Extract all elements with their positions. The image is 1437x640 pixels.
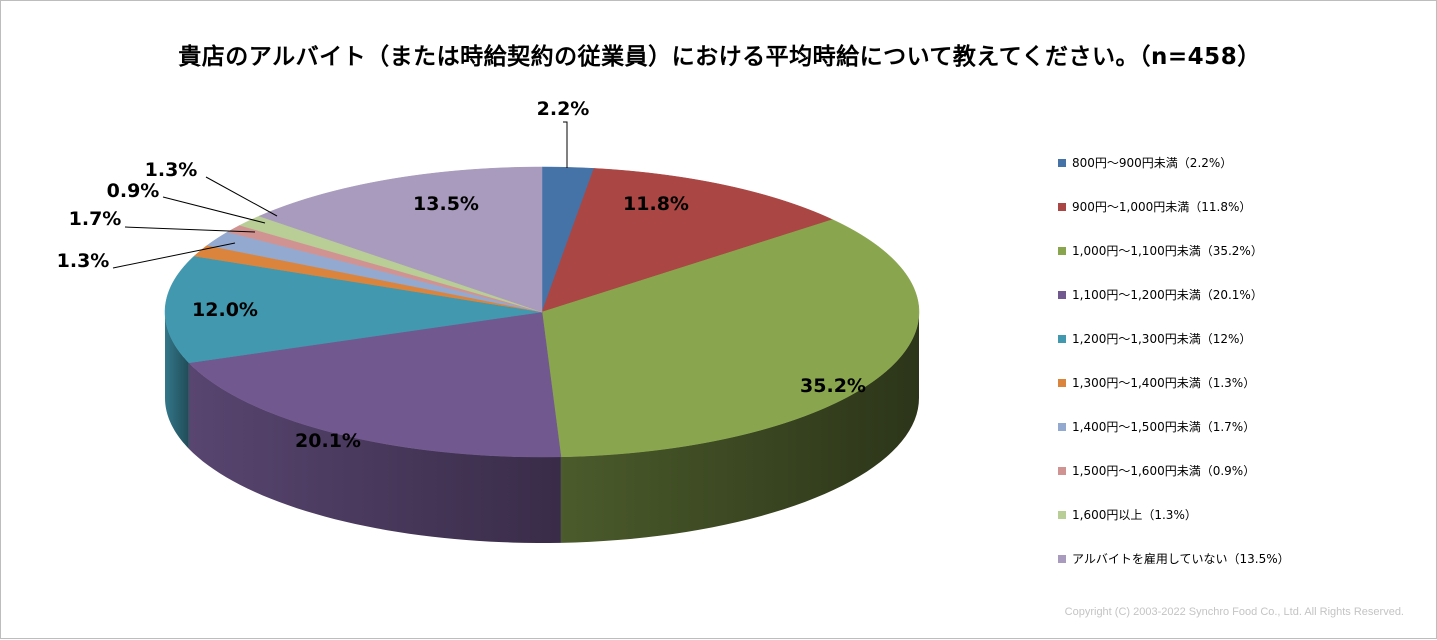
legend-item-5: 1,300円～1,400円未満（1.3%）: [1058, 374, 1418, 418]
pie-slice-3: [188, 311, 562, 458]
pie-slice-1: [541, 168, 834, 313]
legend-item-9: アルバイトを雇用していない（13.5%）: [1058, 550, 1418, 594]
legend-label-4: 1,200円～1,300円未満（12%）: [1072, 332, 1252, 346]
legend-swatch-6: [1058, 423, 1066, 431]
copyright-text: Copyright (C) 2003-2022 Synchro Food Co.…: [1064, 606, 1404, 618]
legend-swatch-7: [1058, 467, 1066, 475]
legend-item-1: 900円～1,000円未満（11.8%）: [1058, 198, 1418, 242]
data-label-6: 1.7%: [69, 208, 122, 230]
legend-label-7: 1,500円～1,600円未満（0.9%）: [1072, 464, 1256, 478]
legend-item-7: 1,500円～1,600円未満（0.9%）: [1058, 462, 1418, 506]
data-label-1: 11.8%: [623, 193, 689, 215]
legend-item-0: 800円～900円未満（2.2%）: [1058, 154, 1418, 198]
legend-label-8: 1,600円以上（1.3%）: [1072, 508, 1197, 522]
legend-swatch-3: [1058, 291, 1066, 299]
legend-swatch-8: [1058, 511, 1066, 519]
legend-item-8: 1,600円以上（1.3%）: [1058, 506, 1418, 550]
legend-label-0: 800円～900円未満（2.2%）: [1072, 156, 1233, 170]
legend-label-2: 1,000円～1,100円未満（35.2%）: [1072, 244, 1263, 258]
legend-item-3: 1,100円～1,200円未満（20.1%）: [1058, 286, 1418, 330]
legend-label-5: 1,300円～1,400円未満（1.3%）: [1072, 376, 1256, 390]
pie-slice-4: [164, 255, 543, 364]
pie-side-3: [188, 362, 561, 543]
pie-side-walls: [165, 312, 919, 543]
leader-lines: [112, 121, 568, 269]
legend-swatch-2: [1058, 247, 1066, 255]
data-label-5: 1.3%: [57, 250, 110, 272]
legend-item-2: 1,000円～1,100円未満（35.2%）: [1058, 242, 1418, 286]
leader-line-7: [162, 196, 266, 224]
data-label-8: 1.3%: [145, 159, 198, 181]
leader-line-6: [124, 226, 256, 233]
legend-label-1: 900円～1,000円未満（11.8%）: [1072, 200, 1252, 214]
legend-swatch-4: [1058, 335, 1066, 343]
legend-item-6: 1,400円～1,500円未満（1.7%）: [1058, 418, 1418, 462]
leader-line-8: [205, 176, 278, 217]
leader-line-5: [112, 242, 236, 269]
pie-slice-6: [206, 231, 543, 313]
legend-swatch-1: [1058, 203, 1066, 211]
legend-swatch-9: [1058, 555, 1066, 563]
data-label-7: 0.9%: [107, 180, 160, 202]
pie-slice-2: [541, 219, 920, 458]
data-label-4: 12.0%: [192, 299, 258, 321]
pie-top-surface: [164, 166, 920, 458]
legend-item-4: 1,200円～1,300円未満（12%）: [1058, 330, 1418, 374]
legend-label-6: 1,400円～1,500円未満（1.7%）: [1072, 420, 1256, 434]
data-label-9: 13.5%: [413, 193, 479, 215]
legend: 800円～900円未満（2.2%） 900円～1,000円未満（11.8%） 1,0…: [1058, 154, 1418, 594]
chart-title: 貴店のアルバイト（または時給契約の従業員）における平均時給について教えてください…: [178, 44, 1261, 70]
pie-side-4: [165, 312, 189, 449]
legend-label-9: アルバイトを雇用していない（13.5%）: [1072, 552, 1290, 566]
pie-side-2: [560, 312, 919, 543]
data-label-3: 20.1%: [295, 430, 361, 452]
data-labels: 2.2%11.8%35.2%20.1%12.0%1.3%1.7%0.9%1.3%…: [57, 98, 866, 452]
leader-line-0: [563, 121, 568, 168]
legend-swatch-0: [1058, 159, 1066, 167]
data-label-0: 2.2%: [537, 98, 590, 120]
legend-label-3: 1,100円～1,200円未満（20.1%）: [1072, 288, 1263, 302]
data-label-2: 35.2%: [800, 375, 866, 397]
pie-slice-9: [258, 166, 543, 313]
legend-swatch-5: [1058, 379, 1066, 387]
